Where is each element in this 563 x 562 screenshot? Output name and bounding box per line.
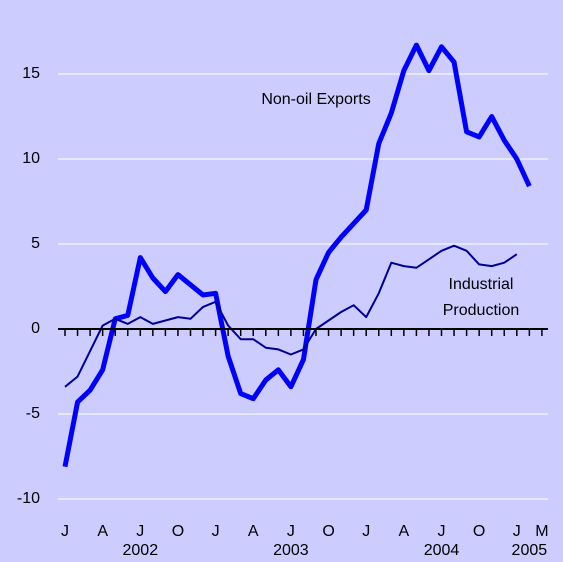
annotation: Production xyxy=(443,302,520,319)
x-tick-label: J xyxy=(287,523,295,540)
year-label: 2002 xyxy=(123,542,159,559)
x-tick-label: A xyxy=(97,523,108,540)
x-tick-label: J xyxy=(136,523,144,540)
x-tick-label: J xyxy=(212,523,220,540)
x-tick-label: J xyxy=(438,523,446,540)
annotation: Non-oil Exports xyxy=(261,91,370,108)
y-tick-label: 15 xyxy=(22,65,40,82)
x-tick-label: O xyxy=(172,523,184,540)
x-tick-label: J xyxy=(362,523,370,540)
line-series xyxy=(62,42,532,468)
x-tick-label: J xyxy=(513,523,521,540)
annotation: Industrial xyxy=(449,276,514,293)
x-tick-label: M xyxy=(535,523,548,540)
x-tick-label: J xyxy=(61,523,69,540)
y-tick-label: 5 xyxy=(31,235,40,252)
year-label: 2004 xyxy=(424,542,460,559)
year-label: 2005 xyxy=(512,542,548,559)
x-tick-label: A xyxy=(399,523,410,540)
y-tick-label: 0 xyxy=(31,320,40,337)
y-tick-label: 10 xyxy=(22,150,40,167)
x-tick-label: O xyxy=(322,523,334,540)
x-tick-label: O xyxy=(473,523,485,540)
y-tick-label: -5 xyxy=(26,405,40,422)
line-series xyxy=(64,244,518,388)
y-tick-label: -10 xyxy=(17,490,40,507)
x-tick-label: A xyxy=(248,523,259,540)
year-label: 2003 xyxy=(273,542,309,559)
